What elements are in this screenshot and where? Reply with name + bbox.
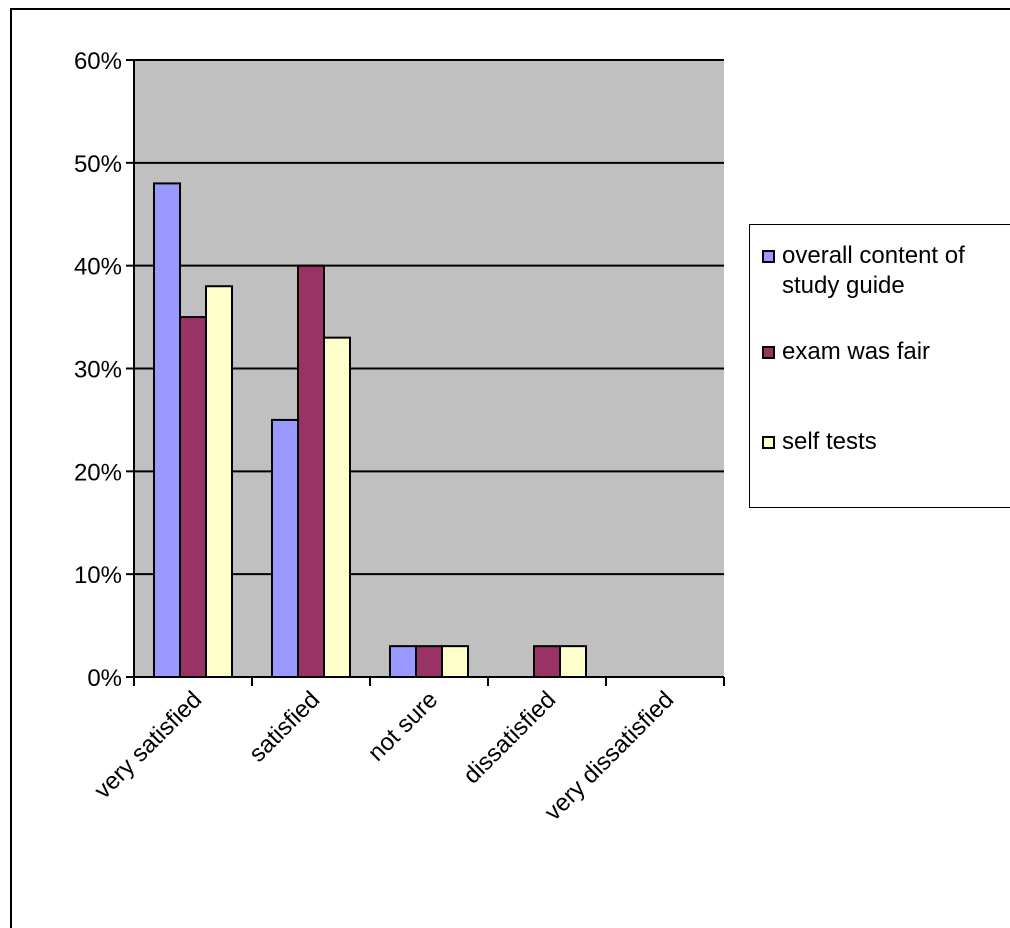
x-axis-ticks: very satisfied satisfied not sure dissatisf… (89, 677, 725, 826)
legend-item: exam was fair (762, 337, 1010, 367)
x-tick-label: dissatisfied (458, 686, 561, 789)
bar (533, 645, 561, 679)
y-tick-label: 10% (74, 562, 122, 589)
legend-swatch (762, 436, 775, 449)
bar (205, 285, 233, 678)
bar (297, 264, 325, 678)
y-tick-label: 20% (74, 459, 122, 486)
legend: overall content of study guide exam was … (749, 224, 1010, 508)
x-tick-label: very dissatisfied (539, 686, 679, 826)
x-tick-label: not sure (363, 686, 443, 766)
bar (415, 645, 443, 679)
bar (153, 182, 181, 678)
y-tick-label: 60% (74, 48, 122, 75)
x-tick-label: very satisfied (89, 686, 207, 804)
y-tick-label: 50% (74, 151, 122, 178)
y-axis-ticks: 0% 10% 20% 30% 40% 50% 60% (74, 48, 134, 692)
legend-swatch (762, 346, 775, 359)
bar (441, 645, 469, 679)
bar (271, 418, 299, 678)
legend-swatch (762, 250, 775, 263)
bar (179, 316, 207, 678)
legend-label: self tests (782, 428, 877, 455)
chart-frame (10, 8, 1010, 928)
legend-item: overall content of study guide (762, 241, 1010, 301)
legend-label: overall content of study guide (782, 242, 965, 299)
bar (389, 645, 417, 679)
y-tick-label: 30% (74, 357, 122, 384)
bar (323, 336, 351, 678)
legend-item: self tests (762, 427, 1010, 457)
y-tick-label: 40% (74, 254, 122, 281)
y-tick-label: 0% (87, 665, 122, 692)
x-tick-label: satisfied (244, 686, 325, 767)
bar (559, 645, 587, 679)
legend-label: exam was fair (782, 338, 931, 365)
